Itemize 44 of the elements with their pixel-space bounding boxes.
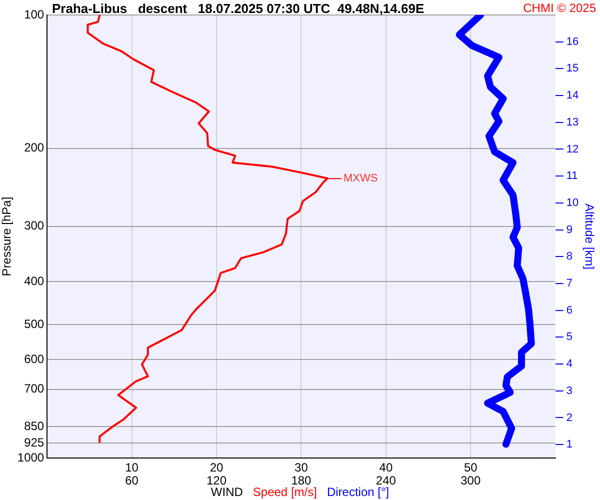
- y2-tick-label: 7: [566, 278, 572, 290]
- x-tick-label: 30: [294, 460, 308, 474]
- y2-tick-label: 12: [566, 143, 579, 156]
- y2-tick-label: 8: [566, 250, 572, 263]
- y2-tick-label: 14: [566, 90, 579, 102]
- y-tick-label: 700: [24, 382, 44, 396]
- annotation: MXWS: [343, 172, 378, 185]
- y2-tick-label: 4: [566, 358, 572, 370]
- x2-tick-label: 180: [291, 473, 312, 488]
- y2-tick-label: 13: [566, 116, 579, 128]
- y2-axis-title: Altitude [km]: [582, 203, 596, 270]
- x2-tick-label: 60: [125, 473, 139, 488]
- y2-tick-label: 15: [566, 62, 579, 75]
- y2-tick-label: 6: [566, 304, 572, 316]
- y2-tick-label: 16: [566, 36, 579, 48]
- y-tick-label: 925: [24, 435, 44, 450]
- y-tick-label: 850: [24, 419, 44, 434]
- chart-title: Praha-Libus descent 18.07.2025 07:30 UTC 49.48N,14.69E: [52, 1, 424, 16]
- y-tick-label: 200: [24, 140, 44, 155]
- x-tick-label: 20: [210, 460, 224, 474]
- y-tick-label: 100: [24, 7, 44, 22]
- y2-tick-label: 1: [566, 438, 572, 451]
- text: Speed [m/s]: [252, 485, 317, 499]
- x-axis-title: WIND: [210, 485, 243, 499]
- x-tick-label: 40: [379, 460, 393, 474]
- x2-tick-label: 240: [376, 473, 396, 488]
- y2-tick-label: 2: [566, 412, 572, 424]
- x2-tick-label: 300: [460, 473, 481, 488]
- y-tick-label: 300: [24, 218, 44, 233]
- y2-tick-label: 9: [566, 224, 572, 236]
- y-tick-label: 600: [24, 352, 44, 366]
- y-tick-label: 1000: [17, 450, 44, 464]
- text: Direction [°]: [326, 485, 390, 499]
- text: CHMI © 2025: [523, 1, 596, 15]
- y2-tick-label: 5: [566, 331, 572, 344]
- x2-tick-label: 120: [206, 473, 227, 488]
- x-tick-label: 10: [125, 460, 139, 474]
- y2-tick-label: 11: [566, 170, 578, 182]
- y2-tick-label: 3: [566, 384, 572, 397]
- y-tick-label: 500: [24, 316, 44, 331]
- y-tick-label: 400: [24, 274, 44, 288]
- y-axis-title: Pressure [hPa]: [0, 196, 14, 276]
- y2-tick-label: 10: [566, 196, 579, 209]
- x-tick-label: 50: [464, 460, 478, 474]
